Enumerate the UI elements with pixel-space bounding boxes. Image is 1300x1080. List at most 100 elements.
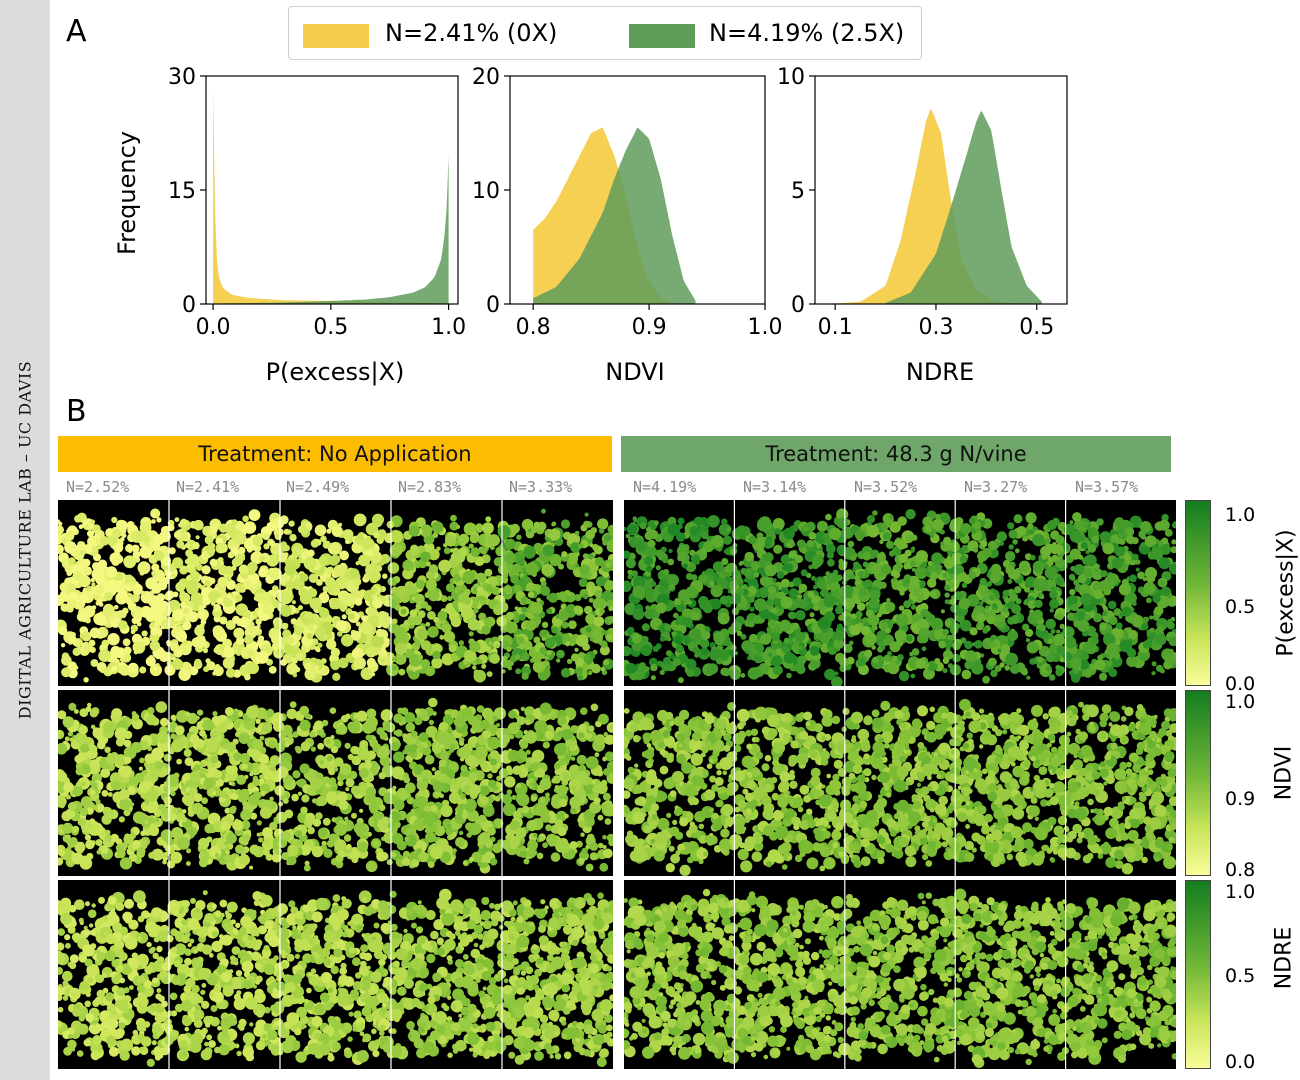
canopy-blob [165, 616, 176, 628]
canopy-blob [58, 521, 63, 526]
canopy-blob [217, 557, 224, 563]
canopy-blob [216, 597, 223, 605]
canopy-blob [940, 609, 945, 614]
canopy-blob [574, 530, 580, 536]
canopy-blob [1094, 659, 1106, 671]
canopy-blob [234, 582, 245, 593]
canopy-blob [597, 814, 604, 821]
canopy-blob [1080, 542, 1088, 550]
canopy-blob [202, 604, 207, 609]
canopy-blob [1022, 623, 1030, 631]
canopy-blob [472, 665, 477, 670]
canopy-blob [530, 602, 543, 615]
canopy-blob [1022, 535, 1029, 542]
canopy-map-ndvi-no-application [58, 690, 613, 876]
canopy-blob [1012, 539, 1018, 545]
canopy-blob [585, 613, 596, 625]
canopy-blob [337, 631, 343, 637]
canopy-blob [541, 636, 546, 641]
canopy-blob [391, 618, 398, 625]
canopy-blob [480, 761, 488, 770]
canopy-blob [783, 652, 796, 664]
canopy-blob [644, 666, 650, 672]
canopy-blob [918, 627, 931, 639]
canopy-blob [58, 621, 63, 627]
canopy-blob [541, 563, 554, 577]
canopy-blob [517, 758, 523, 764]
canopy-blob [201, 565, 211, 575]
canopy-blob [989, 548, 999, 558]
canopy-blob [710, 584, 723, 598]
canopy-blob [911, 534, 918, 541]
canopy-blob [67, 661, 77, 671]
canopy-blob [104, 746, 111, 753]
canopy-blob [806, 539, 815, 548]
canopy-blob [1142, 640, 1152, 649]
canopy-blob [299, 592, 313, 605]
canopy-blob [568, 556, 578, 566]
canopy-blob [185, 549, 193, 558]
canopy-blob [395, 729, 403, 737]
canopy-blob [180, 601, 186, 608]
canopy-blob [827, 645, 837, 655]
canopy-blob [463, 649, 477, 663]
canopy-blob [920, 608, 929, 618]
canopy-blob [844, 616, 850, 622]
canopy-blob [968, 517, 976, 525]
canopy-blob [887, 651, 892, 656]
canopy-blob [823, 594, 837, 608]
canopy-blob [813, 603, 820, 611]
canopy-blob [816, 520, 828, 532]
canopy-blob [481, 522, 494, 535]
canopy-blob [459, 740, 465, 746]
canopy-blob [1028, 530, 1034, 536]
canopy-blob [770, 632, 780, 642]
canopy-blob [402, 568, 414, 580]
canopy-blob [1144, 567, 1158, 580]
canopy-blob [556, 709, 567, 720]
n-label: N=4.19% [633, 478, 697, 496]
canopy-blob [1005, 565, 1015, 575]
canopy-blob [700, 647, 709, 656]
canopy-blob [719, 595, 729, 605]
canopy-blob [349, 568, 360, 579]
chart-legend: N=2.41% (0X) N=4.19% (2.5X) [288, 6, 922, 60]
canopy-blob [215, 664, 221, 669]
canopy-blob [58, 857, 64, 866]
canopy-blob [539, 702, 552, 715]
canopy-blob [137, 561, 151, 575]
canopy-blob [546, 665, 551, 670]
canopy-blob [1071, 668, 1079, 676]
canopy-blob [98, 649, 111, 662]
canopy-blob [1126, 560, 1131, 565]
canopy-blob [1026, 675, 1031, 680]
canopy-blob [1005, 551, 1016, 562]
canopy-blob [753, 644, 761, 651]
canopy-blob [1037, 578, 1045, 587]
canopy-blob [1125, 535, 1135, 544]
canopy-blob [174, 725, 185, 735]
canopy-blob [863, 579, 873, 589]
canopy-blob [519, 573, 524, 578]
canopy-blob [343, 571, 352, 579]
canopy-blob [1090, 627, 1097, 633]
canopy-blob [429, 649, 434, 654]
canopy-blob [1046, 653, 1055, 663]
canopy-blob [788, 550, 797, 559]
canopy-blob [699, 638, 710, 649]
canopy-blob [450, 552, 461, 563]
canopy-blob [98, 602, 104, 607]
canopy-blob [263, 543, 270, 550]
canopy-blob [160, 526, 170, 535]
canopy-blob [1134, 559, 1141, 565]
canopy-blob [459, 540, 466, 547]
canopy-blob [549, 553, 562, 567]
canopy-blob [609, 725, 613, 730]
canopy-blob [713, 631, 726, 644]
canopy-blob [1059, 623, 1065, 629]
canopy-blob [578, 764, 587, 773]
canopy-blob [1052, 633, 1065, 646]
canopy-blob [1077, 574, 1087, 584]
canopy-blob [836, 623, 843, 630]
canopy-blob [756, 532, 764, 540]
